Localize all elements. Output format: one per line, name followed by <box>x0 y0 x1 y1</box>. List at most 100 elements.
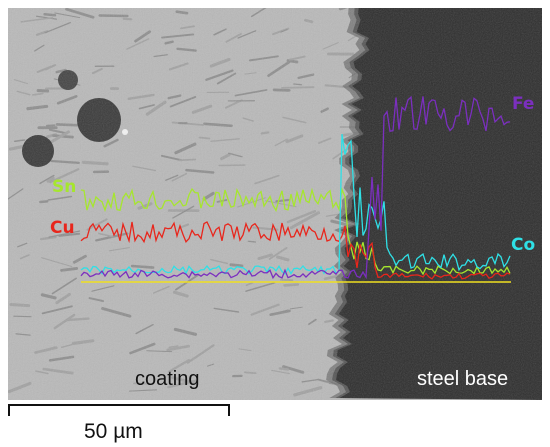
texture-streak <box>16 90 31 96</box>
texture-streak <box>225 32 242 43</box>
texture-streak <box>285 134 304 144</box>
texture-streak <box>44 21 71 34</box>
texture-streak <box>43 12 57 17</box>
texture-streak <box>173 327 198 336</box>
texture-streak <box>137 202 153 210</box>
texture-streak <box>56 95 78 105</box>
texture-streak <box>202 191 215 201</box>
texture-streak <box>254 174 280 185</box>
texture-streak <box>126 38 150 50</box>
texture-streak <box>108 247 130 252</box>
texture-streak <box>322 42 339 50</box>
texture-streak <box>265 200 297 208</box>
texture-streak <box>58 232 81 237</box>
texture-streak <box>172 205 195 219</box>
scale-bar-label: 50 µm <box>84 420 143 443</box>
texture-streak <box>164 40 174 45</box>
texture-streak <box>168 345 179 349</box>
texture-streak <box>276 255 290 262</box>
texture-streak <box>35 370 49 375</box>
texture-streak <box>9 302 31 308</box>
texture-streak <box>293 386 323 397</box>
texture-streak <box>277 309 289 314</box>
texture-streak <box>60 342 80 348</box>
texture-streak <box>135 323 154 335</box>
texture-streak <box>271 369 290 375</box>
interface-layer <box>326 8 370 398</box>
micrograph-canvas <box>8 8 542 400</box>
pore <box>77 98 121 142</box>
texture-streak <box>128 389 158 392</box>
texture-streak <box>8 381 32 394</box>
texture-streak <box>318 137 332 144</box>
texture-streak <box>176 47 197 52</box>
texture-streak <box>180 25 195 30</box>
texture-streak <box>55 292 71 305</box>
texture-streak <box>20 16 54 23</box>
texture-streak <box>167 94 182 100</box>
texture-streak <box>101 307 132 318</box>
texture-streak <box>280 28 288 33</box>
texture-streak <box>166 344 190 352</box>
texture-streak <box>245 282 254 287</box>
texture-streak <box>171 376 199 385</box>
texture-streak <box>132 165 157 172</box>
texture-streak <box>301 378 320 383</box>
texture-streak <box>167 358 190 374</box>
texture-streak <box>86 218 108 231</box>
texture-streak <box>32 92 44 96</box>
texture-streak <box>81 160 109 166</box>
trace-cu <box>80 221 511 280</box>
texture-streak <box>169 96 197 108</box>
texture-streak <box>171 121 205 126</box>
texture-streak <box>19 254 30 260</box>
texture-streak <box>40 293 57 300</box>
texture-streak <box>41 305 73 315</box>
texture-streak <box>216 72 237 85</box>
texture-streak <box>17 242 28 248</box>
pore <box>22 135 54 167</box>
texture-streak <box>288 55 306 61</box>
texture-streak <box>238 348 252 352</box>
texture-streak <box>242 117 254 122</box>
texture-streak <box>48 230 81 238</box>
texture-streak <box>40 257 73 268</box>
texture-streak <box>160 154 183 162</box>
texture-streak <box>203 122 233 128</box>
eds-line-scan <box>80 95 511 283</box>
texture-streak <box>13 315 32 318</box>
scale-bar <box>8 404 230 416</box>
texture-streak <box>55 68 67 74</box>
texture-streak <box>244 72 257 75</box>
texture-streak <box>153 54 168 58</box>
texture-streak <box>51 277 77 295</box>
texture-streak <box>260 131 270 135</box>
texture-streak <box>91 67 103 75</box>
texture-streak <box>165 174 179 181</box>
texture-streak <box>286 210 317 224</box>
texture-streak <box>122 17 133 21</box>
texture-streak <box>213 28 227 36</box>
texture-streak <box>66 317 90 322</box>
texture-streak <box>47 195 73 201</box>
texture-streak <box>293 83 303 86</box>
texture-streak <box>289 306 303 310</box>
texture-streak <box>209 258 229 265</box>
texture-streak <box>245 282 276 292</box>
label-fe: Fe <box>512 94 535 114</box>
texture-streak <box>205 69 234 81</box>
texture-streak <box>234 89 268 97</box>
texture-streak <box>91 285 115 292</box>
texture-streak <box>145 100 167 116</box>
texture-streak <box>210 138 240 142</box>
texture-streak <box>35 15 58 20</box>
texture-streak <box>13 79 28 85</box>
texture-streak <box>244 371 257 375</box>
texture-streak <box>257 253 273 261</box>
texture-streak <box>42 367 74 375</box>
texture-streak <box>250 303 280 316</box>
texture-streak <box>213 307 240 313</box>
texture-streak <box>88 297 105 303</box>
texture-streak <box>178 158 197 162</box>
texture-streak <box>46 176 55 183</box>
